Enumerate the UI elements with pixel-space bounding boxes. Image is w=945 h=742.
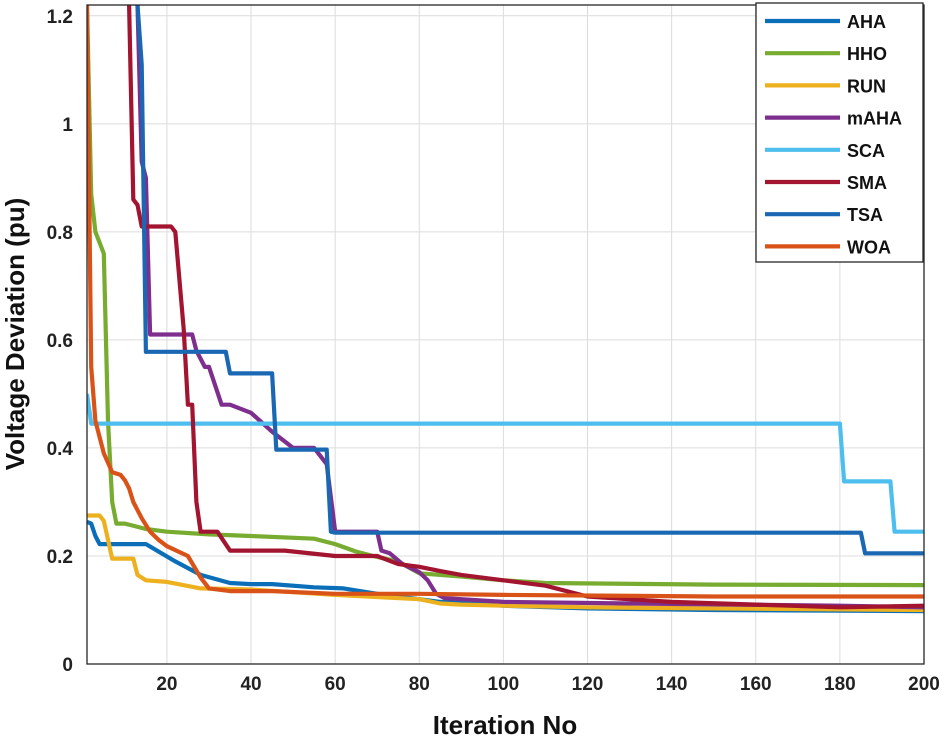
series-line-tsa bbox=[134, 5, 924, 556]
series-line-sma bbox=[127, 5, 924, 610]
x-tick-label: 80 bbox=[409, 674, 430, 695]
plot-frame bbox=[86, 4, 925, 665]
series-line-woa bbox=[87, 5, 924, 599]
x-tick-label: 120 bbox=[572, 674, 604, 695]
series-line-sca bbox=[87, 393, 924, 534]
y-tick-labels: 0 0.2 0.4 0.6 0.8 1 1.2 bbox=[47, 7, 74, 676]
legend-label-tsa: TSA bbox=[847, 205, 883, 225]
y-tick-label: 1 bbox=[62, 115, 73, 136]
x-tick-label: 20 bbox=[156, 674, 177, 695]
y-tick-label: 0.2 bbox=[47, 547, 73, 568]
y-tick-label: 0.4 bbox=[47, 439, 74, 460]
legend-label-maha: mAHA bbox=[847, 109, 902, 129]
series-lines bbox=[87, 5, 924, 614]
x-tick-label: 140 bbox=[656, 674, 688, 695]
legend-label-hho: HHO bbox=[847, 44, 887, 64]
y-tick-label: 1.2 bbox=[47, 7, 73, 28]
legend-box bbox=[755, 2, 924, 263]
x-tick-label: 180 bbox=[824, 674, 856, 695]
x-tick-label: 40 bbox=[240, 674, 261, 695]
legend-label-sma: SMA bbox=[847, 173, 887, 193]
x-tick-labels: 20 40 60 80 100 120 140 160 180 200 bbox=[156, 674, 940, 695]
legend-label-run: RUN bbox=[847, 76, 886, 96]
y-tick-label: 0.8 bbox=[47, 223, 73, 244]
legend-label-aha: AHA bbox=[847, 12, 886, 32]
x-tick-label: 60 bbox=[325, 674, 346, 695]
x-axis-title: Iteration No bbox=[433, 710, 577, 740]
y-tick-label: 0 bbox=[62, 655, 73, 676]
y-axis-title: Voltage Deviation (pu) bbox=[0, 198, 30, 471]
y-tick-label: 0.6 bbox=[47, 331, 73, 352]
legend-label-woa: WOA bbox=[847, 237, 891, 257]
legend: AHA HHO RUN mAHA SCA SMA TSA WOA bbox=[755, 2, 924, 263]
legend-label-sca: SCA bbox=[847, 141, 885, 161]
x-tick-label: 200 bbox=[908, 674, 940, 695]
x-tick-label: 100 bbox=[488, 674, 520, 695]
x-tick-label: 160 bbox=[740, 674, 772, 695]
